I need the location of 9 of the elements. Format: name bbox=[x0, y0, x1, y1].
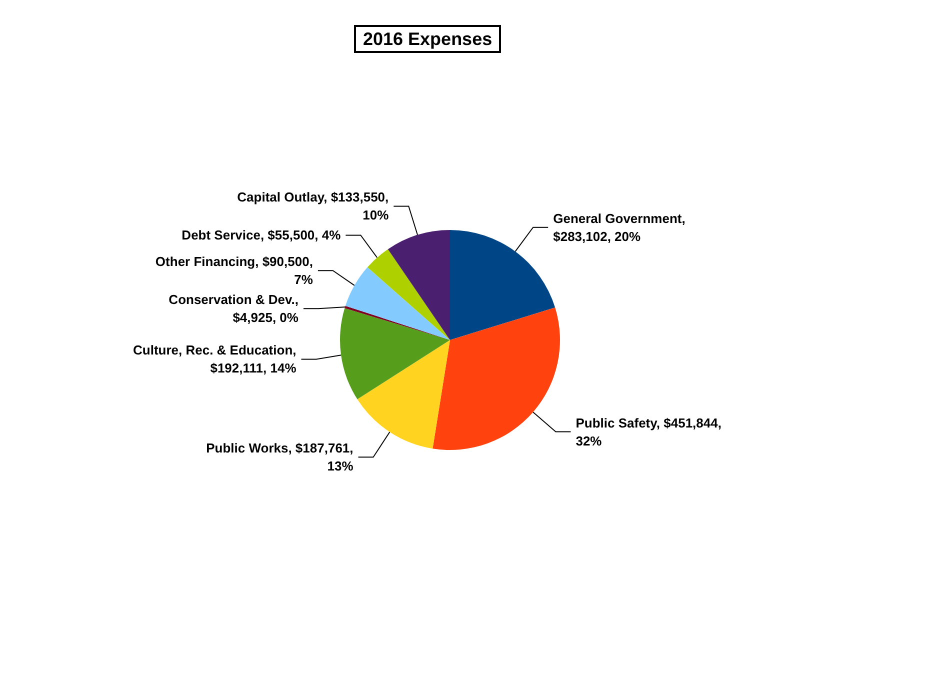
slice-label: Capital Outlay, $133,550, 10% bbox=[237, 190, 390, 223]
slice-label: Culture, Rec. & Education, $192,111, 14% bbox=[133, 342, 297, 376]
slice-label: General Government, $283,102, 20% bbox=[553, 210, 686, 244]
slice-label: Debt Service, $55,500, 4% bbox=[182, 228, 342, 243]
slice-label: Conservation & Dev., $4,925, 0% bbox=[168, 292, 299, 326]
slice-label: Other Financing, $90,500, 7% bbox=[155, 254, 314, 288]
slice-label: Public Works, $187,761, 13% bbox=[206, 440, 354, 474]
chart-title: 2016 Expenses bbox=[363, 29, 492, 49]
slice-label: Public Safety, $451,844, 32% bbox=[576, 415, 722, 448]
